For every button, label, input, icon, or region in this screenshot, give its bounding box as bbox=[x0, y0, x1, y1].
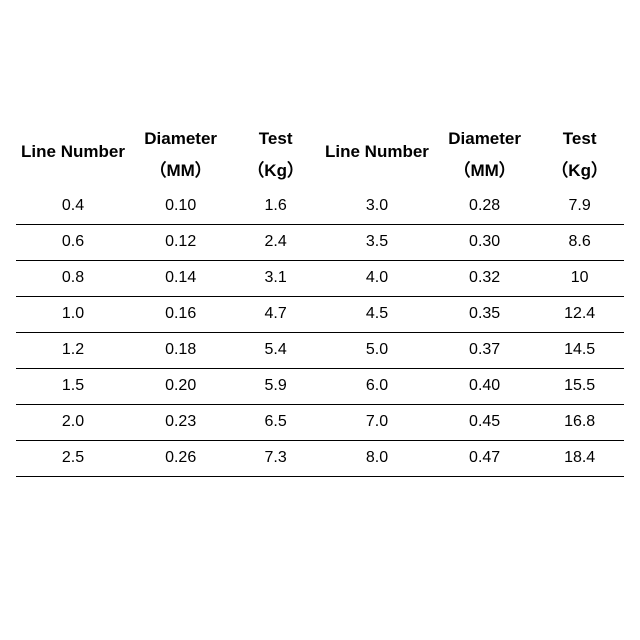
table-cell: 4.7 bbox=[231, 297, 320, 333]
table-cell: 5.9 bbox=[231, 369, 320, 405]
col-header-diameter-1: Diameter （MM） bbox=[130, 120, 231, 189]
table-cell: 0.14 bbox=[130, 261, 231, 297]
table-cell: 10 bbox=[535, 261, 624, 297]
table-row: 1.50.205.96.00.4015.5 bbox=[16, 369, 624, 405]
table-cell: 6.5 bbox=[231, 405, 320, 441]
table-cell: 4.0 bbox=[320, 261, 434, 297]
table-cell: 0.47 bbox=[434, 441, 535, 477]
table-row: 0.60.122.43.50.308.6 bbox=[16, 225, 624, 261]
table-cell: 7.3 bbox=[231, 441, 320, 477]
table-cell: 1.5 bbox=[16, 369, 130, 405]
spec-table: Line Number Diameter （MM） Test （Kg） Line… bbox=[16, 120, 624, 477]
col-header-diameter-2: Diameter （MM） bbox=[434, 120, 535, 189]
table-cell: 16.8 bbox=[535, 405, 624, 441]
table-cell: 1.0 bbox=[16, 297, 130, 333]
header-sublabel: （MM） bbox=[434, 158, 535, 184]
table-cell: 0.20 bbox=[130, 369, 231, 405]
table-cell: 0.18 bbox=[130, 333, 231, 369]
table-cell: 12.4 bbox=[535, 297, 624, 333]
table-cell: 0.30 bbox=[434, 225, 535, 261]
table-cell: 0.10 bbox=[130, 189, 231, 225]
header-sublabel: （Kg） bbox=[231, 158, 320, 184]
table-row: 1.00.164.74.50.3512.4 bbox=[16, 297, 624, 333]
table-cell: 14.5 bbox=[535, 333, 624, 369]
table-header: Line Number Diameter （MM） Test （Kg） Line… bbox=[16, 120, 624, 189]
table-cell: 0.37 bbox=[434, 333, 535, 369]
header-label: Test bbox=[259, 129, 293, 148]
header-row: Line Number Diameter （MM） Test （Kg） Line… bbox=[16, 120, 624, 189]
col-header-test-2: Test （Kg） bbox=[535, 120, 624, 189]
header-label: Test bbox=[563, 129, 597, 148]
col-header-line-number-2: Line Number bbox=[320, 120, 434, 189]
col-header-test-1: Test （Kg） bbox=[231, 120, 320, 189]
table-cell: 0.6 bbox=[16, 225, 130, 261]
table-cell: 0.16 bbox=[130, 297, 231, 333]
table-cell: 0.12 bbox=[130, 225, 231, 261]
table-cell: 0.23 bbox=[130, 405, 231, 441]
table-cell: 3.0 bbox=[320, 189, 434, 225]
table-cell: 2.0 bbox=[16, 405, 130, 441]
table-cell: 3.1 bbox=[231, 261, 320, 297]
table-cell: 0.40 bbox=[434, 369, 535, 405]
header-sublabel: （Kg） bbox=[535, 158, 624, 184]
header-label: Diameter bbox=[448, 129, 521, 148]
header-label: Line Number bbox=[325, 142, 429, 161]
table-cell: 0.32 bbox=[434, 261, 535, 297]
col-header-line-number-1: Line Number bbox=[16, 120, 130, 189]
table-cell: 0.28 bbox=[434, 189, 535, 225]
table-cell: 2.4 bbox=[231, 225, 320, 261]
header-label: Line Number bbox=[21, 142, 125, 161]
table-cell: 0.45 bbox=[434, 405, 535, 441]
table-cell: 0.26 bbox=[130, 441, 231, 477]
table-cell: 5.0 bbox=[320, 333, 434, 369]
table-container: Line Number Diameter （MM） Test （Kg） Line… bbox=[0, 0, 640, 477]
table-body: 0.40.101.63.00.287.90.60.122.43.50.308.6… bbox=[16, 189, 624, 477]
table-cell: 0.8 bbox=[16, 261, 130, 297]
table-cell: 4.5 bbox=[320, 297, 434, 333]
table-row: 2.50.267.38.00.4718.4 bbox=[16, 441, 624, 477]
table-cell: 8.0 bbox=[320, 441, 434, 477]
table-cell: 3.5 bbox=[320, 225, 434, 261]
table-cell: 6.0 bbox=[320, 369, 434, 405]
header-sublabel: （MM） bbox=[130, 158, 231, 184]
table-cell: 7.9 bbox=[535, 189, 624, 225]
table-cell: 15.5 bbox=[535, 369, 624, 405]
table-cell: 0.35 bbox=[434, 297, 535, 333]
table-cell: 5.4 bbox=[231, 333, 320, 369]
table-row: 2.00.236.57.00.4516.8 bbox=[16, 405, 624, 441]
table-cell: 1.6 bbox=[231, 189, 320, 225]
table-row: 0.40.101.63.00.287.9 bbox=[16, 189, 624, 225]
table-row: 0.80.143.14.00.3210 bbox=[16, 261, 624, 297]
table-cell: 18.4 bbox=[535, 441, 624, 477]
table-cell: 7.0 bbox=[320, 405, 434, 441]
table-row: 1.20.185.45.00.3714.5 bbox=[16, 333, 624, 369]
table-cell: 8.6 bbox=[535, 225, 624, 261]
table-cell: 1.2 bbox=[16, 333, 130, 369]
header-label: Diameter bbox=[144, 129, 217, 148]
table-cell: 0.4 bbox=[16, 189, 130, 225]
table-cell: 2.5 bbox=[16, 441, 130, 477]
